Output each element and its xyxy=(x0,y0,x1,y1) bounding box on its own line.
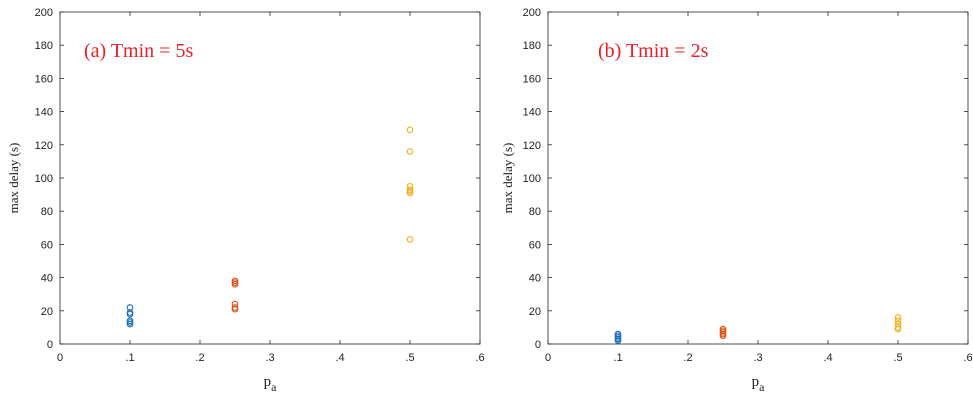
data-point xyxy=(231,305,239,313)
x-axis-label-main: p xyxy=(752,374,760,390)
y-axis-label: max delay (s) xyxy=(500,143,515,214)
x-tick-label: .3 xyxy=(753,352,762,364)
data-point xyxy=(894,325,902,333)
x-tick-label: .4 xyxy=(335,352,344,364)
y-tick-label: 160 xyxy=(523,73,541,85)
x-tick-label: .2 xyxy=(195,352,204,364)
y-tick-label: 120 xyxy=(35,140,53,152)
data-point xyxy=(894,320,902,328)
panel-annotation: (b) Tmin = 2s xyxy=(598,40,709,62)
series-1 xyxy=(614,330,622,345)
x-tick-label: .1 xyxy=(125,352,134,364)
y-tick-label: 60 xyxy=(529,239,541,251)
data-point xyxy=(231,300,239,308)
y-tick-label: 80 xyxy=(529,206,541,218)
panel-annotation: (a) Tmin = 5s xyxy=(84,40,193,62)
y-tick-label: 180 xyxy=(35,40,53,52)
y-tick-label: 120 xyxy=(523,140,541,152)
x-tick-label: 0 xyxy=(57,352,63,364)
data-point xyxy=(406,189,414,197)
y-tick-label: 200 xyxy=(35,7,53,19)
y-tick-label: 0 xyxy=(535,339,541,351)
y-tick-label: 80 xyxy=(41,206,53,218)
x-tick-label: .5 xyxy=(893,352,902,364)
series-3 xyxy=(406,126,414,243)
x-axis-label: pa xyxy=(264,374,278,394)
x-tick-label: .4 xyxy=(823,352,832,364)
y-tick-label: 40 xyxy=(529,273,541,285)
y-tick-label: 200 xyxy=(523,7,541,19)
y-tick-label: 0 xyxy=(47,339,53,351)
data-point xyxy=(719,332,727,340)
x-tick-label: .1 xyxy=(613,352,622,364)
y-tick-label: 20 xyxy=(41,306,53,318)
series-3 xyxy=(894,314,902,333)
y-tick-label: 100 xyxy=(35,173,53,185)
y-tick-label: 20 xyxy=(529,306,541,318)
data-point xyxy=(126,320,134,328)
data-point xyxy=(406,236,414,243)
y-tick-label: 140 xyxy=(523,107,541,119)
data-point xyxy=(126,310,134,318)
x-tick-label: .2 xyxy=(683,352,692,364)
x-tick-label: .6 xyxy=(963,352,972,364)
y-tick-label: 60 xyxy=(41,239,53,251)
x-axis-label: pa xyxy=(752,374,766,394)
x-axis-label-subscript: a xyxy=(759,380,765,394)
data-point xyxy=(406,126,414,134)
data-point xyxy=(614,337,622,345)
x-tick-label: 0 xyxy=(545,352,551,364)
y-tick-label: 140 xyxy=(35,107,53,119)
y-tick-label: 160 xyxy=(35,73,53,85)
data-point xyxy=(231,280,239,288)
data-point xyxy=(406,148,414,155)
x-axis-label-main: p xyxy=(264,374,272,390)
x-tick-label: .5 xyxy=(405,352,414,364)
y-tick-label: 180 xyxy=(523,40,541,52)
y-tick-label: 100 xyxy=(523,173,541,185)
chart-panel-a: 0 .1 .2 .3 .4 .5 .6 0 20 40 60 80 100 120 140 160 180 200… xyxy=(6,7,485,394)
series-1 xyxy=(126,304,134,328)
y-tick-label: 40 xyxy=(41,273,53,285)
data-point xyxy=(126,304,134,311)
x-tick-label: .6 xyxy=(475,352,484,364)
data-point xyxy=(406,182,414,190)
x-axis-label-subscript: a xyxy=(271,380,277,394)
series-2 xyxy=(231,277,239,313)
data-point xyxy=(894,314,902,321)
y-axis-label: max delay (s) xyxy=(6,143,21,214)
x-tick-label: .3 xyxy=(265,352,274,364)
series-2 xyxy=(719,325,727,340)
data-point xyxy=(894,317,902,325)
chart-panel-b: 0 .1 .2 .3 .4 .5 .6 0 20 40 60 80 100 120 140 160 180 200… xyxy=(500,7,973,394)
